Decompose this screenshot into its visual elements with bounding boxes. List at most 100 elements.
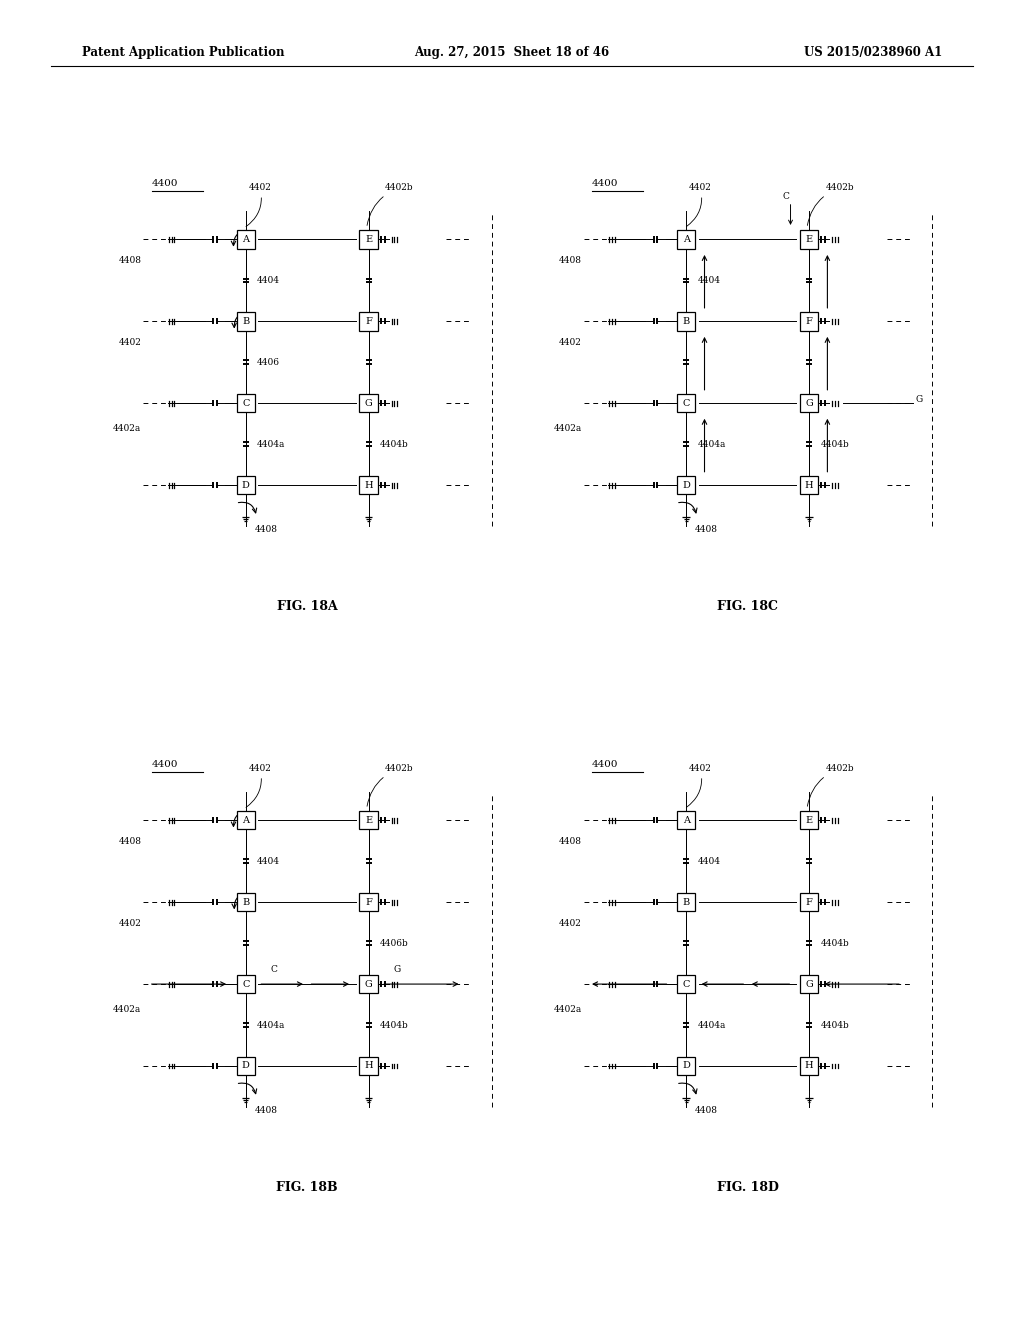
Bar bbox=[359, 892, 378, 911]
Text: G: G bbox=[365, 399, 373, 408]
Bar bbox=[800, 477, 818, 495]
Text: 4408: 4408 bbox=[559, 837, 582, 846]
Text: C: C bbox=[783, 191, 790, 201]
Bar bbox=[800, 975, 818, 993]
Text: B: B bbox=[242, 317, 250, 326]
Text: FIG. 18C: FIG. 18C bbox=[717, 599, 778, 612]
Text: 4402: 4402 bbox=[686, 764, 712, 808]
Text: 4402: 4402 bbox=[246, 764, 271, 808]
Text: 4402b: 4402b bbox=[807, 183, 854, 226]
Text: E: E bbox=[366, 816, 372, 825]
Text: G: G bbox=[805, 979, 813, 989]
Text: A: A bbox=[683, 816, 689, 825]
Text: H: H bbox=[805, 480, 813, 490]
Text: F: F bbox=[366, 317, 372, 326]
Bar bbox=[237, 230, 255, 248]
Text: 4408: 4408 bbox=[119, 256, 141, 265]
Text: C: C bbox=[242, 399, 250, 408]
Text: 4402b: 4402b bbox=[367, 183, 414, 226]
Text: 4404a: 4404a bbox=[697, 440, 726, 449]
Bar bbox=[677, 892, 695, 911]
Text: FIG. 18B: FIG. 18B bbox=[276, 1180, 338, 1193]
Bar bbox=[677, 1057, 695, 1076]
Text: 4402a: 4402a bbox=[553, 1005, 582, 1014]
Bar bbox=[677, 230, 695, 248]
Text: F: F bbox=[806, 898, 812, 907]
Text: 4402a: 4402a bbox=[553, 424, 582, 433]
Text: 4402a: 4402a bbox=[113, 424, 141, 433]
Text: B: B bbox=[682, 317, 690, 326]
Text: 4404b: 4404b bbox=[820, 440, 849, 449]
Bar bbox=[359, 1057, 378, 1076]
Text: 4408: 4408 bbox=[255, 525, 278, 535]
Bar bbox=[359, 975, 378, 993]
Text: 4404b: 4404b bbox=[820, 939, 849, 948]
Text: 4404a: 4404a bbox=[257, 1020, 286, 1030]
Text: Aug. 27, 2015  Sheet 18 of 46: Aug. 27, 2015 Sheet 18 of 46 bbox=[415, 46, 609, 59]
Text: 4406b: 4406b bbox=[380, 939, 409, 948]
Text: A: A bbox=[683, 235, 689, 244]
Text: C: C bbox=[270, 965, 278, 974]
Text: US 2015/0238960 A1: US 2015/0238960 A1 bbox=[804, 46, 942, 59]
Bar bbox=[359, 810, 378, 829]
Text: 4408: 4408 bbox=[559, 256, 582, 265]
Bar bbox=[677, 312, 695, 330]
Text: 4402a: 4402a bbox=[113, 1005, 141, 1014]
Text: E: E bbox=[806, 235, 812, 244]
Text: E: E bbox=[806, 816, 812, 825]
Bar bbox=[677, 975, 695, 993]
Text: 4400: 4400 bbox=[152, 180, 178, 189]
Bar bbox=[237, 810, 255, 829]
Bar bbox=[237, 975, 255, 993]
Text: Patent Application Publication: Patent Application Publication bbox=[82, 46, 285, 59]
Text: 4402: 4402 bbox=[559, 338, 582, 347]
Text: 4408: 4408 bbox=[119, 837, 141, 846]
Bar bbox=[800, 312, 818, 330]
Text: G: G bbox=[365, 979, 373, 989]
Bar bbox=[359, 395, 378, 412]
Text: 4408: 4408 bbox=[695, 1106, 718, 1115]
Bar bbox=[677, 395, 695, 412]
Bar bbox=[800, 810, 818, 829]
Bar bbox=[237, 395, 255, 412]
Text: 4402: 4402 bbox=[246, 183, 271, 227]
Text: D: D bbox=[682, 480, 690, 490]
Bar bbox=[359, 477, 378, 495]
Text: 4404a: 4404a bbox=[697, 1020, 726, 1030]
Bar bbox=[237, 477, 255, 495]
Bar bbox=[800, 395, 818, 412]
Text: 4400: 4400 bbox=[592, 180, 618, 189]
Text: B: B bbox=[242, 898, 250, 907]
Text: D: D bbox=[242, 1061, 250, 1071]
Text: 4402: 4402 bbox=[119, 919, 141, 928]
Text: 4404: 4404 bbox=[257, 857, 281, 866]
Bar bbox=[237, 1057, 255, 1076]
Text: E: E bbox=[366, 235, 372, 244]
Text: G: G bbox=[805, 399, 813, 408]
Text: C: C bbox=[682, 979, 690, 989]
Text: 4404a: 4404a bbox=[257, 440, 286, 449]
Bar bbox=[359, 230, 378, 248]
Text: A: A bbox=[243, 816, 249, 825]
Text: 4404: 4404 bbox=[257, 276, 281, 285]
Text: D: D bbox=[242, 480, 250, 490]
Text: 4402b: 4402b bbox=[367, 764, 414, 807]
Text: G: G bbox=[393, 965, 400, 974]
Text: 4404b: 4404b bbox=[380, 1020, 409, 1030]
Text: 4408: 4408 bbox=[695, 525, 718, 535]
Text: H: H bbox=[365, 1061, 373, 1071]
Text: 4406: 4406 bbox=[257, 358, 281, 367]
Text: 4404b: 4404b bbox=[820, 1020, 849, 1030]
Bar bbox=[800, 230, 818, 248]
Bar bbox=[800, 892, 818, 911]
Text: D: D bbox=[682, 1061, 690, 1071]
Bar bbox=[800, 1057, 818, 1076]
Text: 4404b: 4404b bbox=[380, 440, 409, 449]
Text: C: C bbox=[242, 979, 250, 989]
Bar bbox=[677, 477, 695, 495]
Bar bbox=[237, 892, 255, 911]
Text: 4400: 4400 bbox=[592, 760, 618, 770]
Text: F: F bbox=[806, 317, 812, 326]
Text: 4402: 4402 bbox=[559, 919, 582, 928]
Text: H: H bbox=[805, 1061, 813, 1071]
